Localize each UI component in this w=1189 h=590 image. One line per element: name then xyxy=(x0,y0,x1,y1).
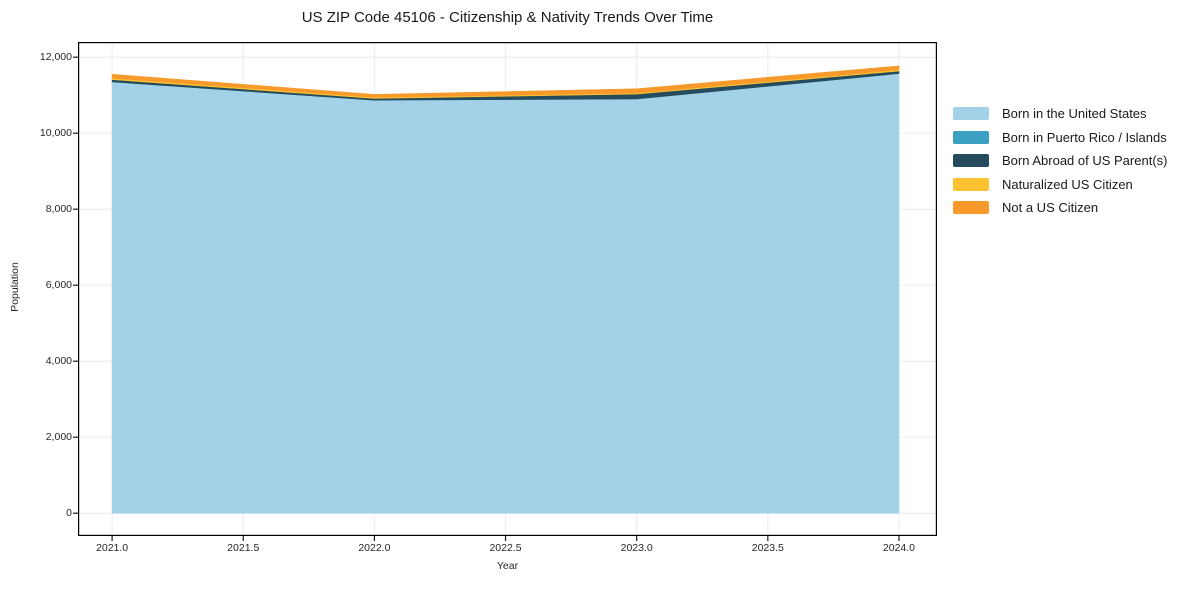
x-tick-label: 2022.5 xyxy=(489,542,522,554)
chart-title: US ZIP Code 45106 - Citizenship & Nativi… xyxy=(301,9,714,26)
x-tick-label: 2023.5 xyxy=(751,542,784,554)
legend-label: Not a US Citizen xyxy=(1002,200,1099,215)
legend-label: Born in the United States xyxy=(1002,106,1147,121)
y-tick-label: 2,000 xyxy=(45,430,72,443)
stacked-area-plot xyxy=(73,42,937,541)
legend-label: Born Abroad of US Parent(s) xyxy=(1002,153,1168,168)
area-series xyxy=(111,73,900,514)
legend-swatch xyxy=(953,154,989,167)
legend-item: Born Abroad of US Parent(s) xyxy=(953,153,1168,168)
legend-item: Not a US Citizen xyxy=(953,200,1167,215)
y-tick-label: 6,000 xyxy=(45,278,72,291)
plot-area xyxy=(73,42,937,541)
x-tick-label: 2024.0 xyxy=(882,542,916,554)
legend-swatch xyxy=(953,177,989,191)
legend-item: Born in the United States xyxy=(953,106,1167,121)
plot-border xyxy=(78,42,937,536)
area-series xyxy=(111,65,900,98)
y-tick-label: 10,000 xyxy=(39,126,72,139)
legend-label: Born in Puerto Rico / Islands xyxy=(1002,129,1167,145)
legend-swatch xyxy=(953,130,989,144)
x-tick-label: 2021.0 xyxy=(96,542,129,554)
x-tick-label: 2023.0 xyxy=(620,542,653,554)
x-tick-label: 2022.0 xyxy=(358,542,391,554)
legend-swatch xyxy=(953,201,989,214)
y-tick-label: 8,000 xyxy=(45,202,72,215)
legend-item: Born in Puerto Rico / Islands xyxy=(953,129,1167,145)
legend-swatch xyxy=(953,107,989,120)
legend-item: Naturalized US Citizen xyxy=(953,176,1167,192)
y-tick-label: 4,000 xyxy=(45,354,72,367)
x-axis-title: Year xyxy=(496,560,519,572)
legend-label: Naturalized US Citizen xyxy=(1002,176,1133,192)
y-tick-label: 0 xyxy=(66,506,72,519)
x-tick-label: 2021.5 xyxy=(227,542,260,554)
legend: Born in the United States Born in Puerto … xyxy=(953,106,1168,225)
y-axis-title: Population xyxy=(9,262,21,312)
y-tick-label: 12,000 xyxy=(39,50,72,63)
